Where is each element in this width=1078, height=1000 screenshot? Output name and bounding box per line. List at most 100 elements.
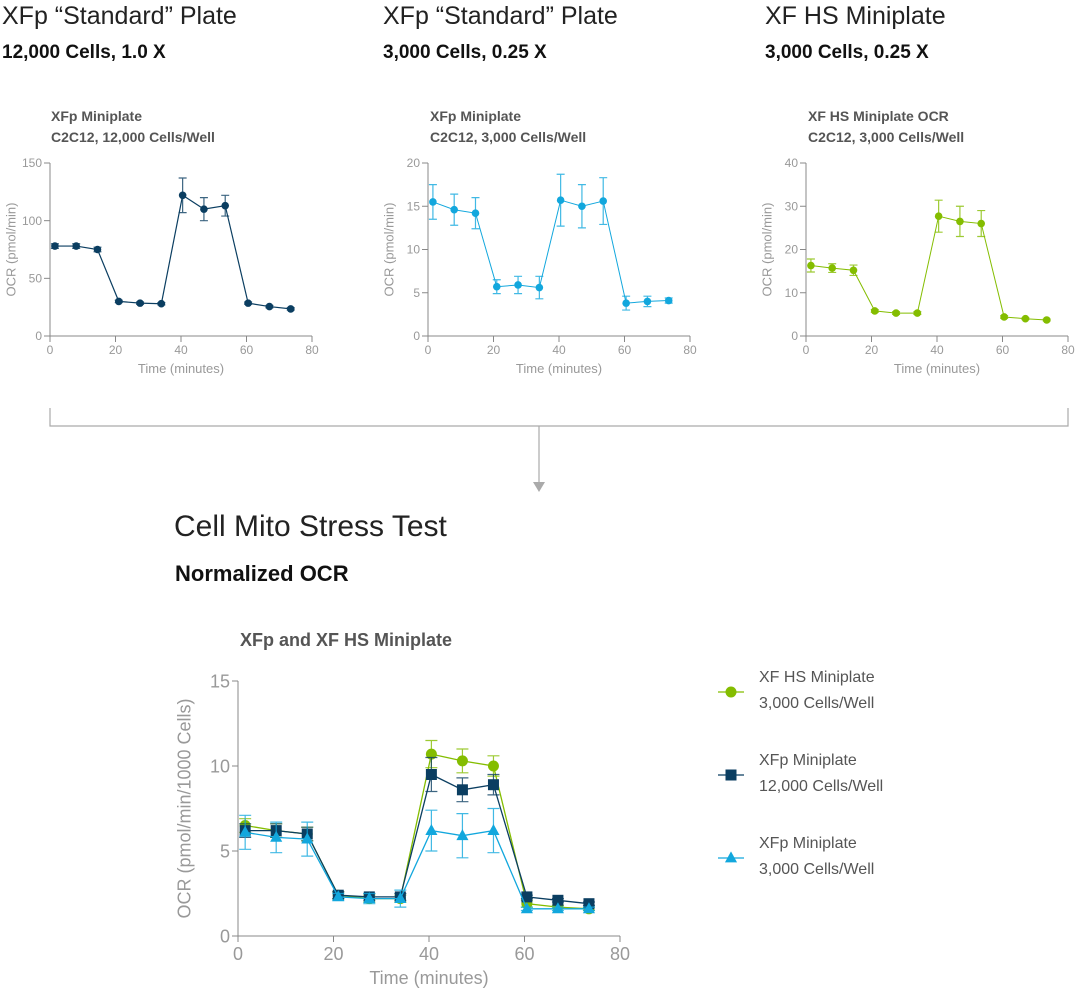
series bbox=[50, 177, 295, 313]
y-axis-label: OCR (pmol/min) bbox=[760, 203, 775, 297]
y-tick-label: 30 bbox=[785, 199, 799, 213]
series-line bbox=[54, 194, 291, 310]
data-point-triangle bbox=[582, 902, 596, 914]
data-point-square bbox=[425, 769, 437, 780]
y-tick-label: 0 bbox=[35, 329, 42, 343]
data-point bbox=[599, 197, 608, 205]
y-tick-label: 150 bbox=[22, 156, 42, 170]
x-tick-label: 60 bbox=[514, 944, 534, 964]
x-tick-label: 80 bbox=[610, 944, 630, 964]
data-point bbox=[913, 309, 922, 317]
data-point bbox=[429, 198, 437, 206]
y-tick-label: 5 bbox=[413, 286, 420, 300]
x-tick-label: 0 bbox=[425, 343, 432, 357]
data-point bbox=[425, 748, 437, 760]
data-point-square bbox=[456, 784, 468, 796]
data-point-triangle bbox=[456, 829, 469, 841]
series-line bbox=[432, 199, 669, 304]
x-tick-label: 80 bbox=[1061, 343, 1075, 357]
y-tick-label: 5 bbox=[220, 841, 230, 861]
legend-label: XFp Miniplate 12,000 Cells/Well bbox=[759, 748, 883, 800]
data-point bbox=[93, 245, 102, 254]
data-point-triangle bbox=[425, 824, 438, 835]
y-tick-label: 40 bbox=[785, 156, 799, 170]
data-point bbox=[849, 266, 858, 275]
data-point bbox=[51, 242, 59, 250]
x-tick-label: 20 bbox=[109, 343, 123, 357]
data-point bbox=[136, 299, 144, 307]
data-point bbox=[286, 305, 295, 313]
data-point bbox=[643, 297, 652, 306]
chart-title-line: C2C12, 12,000 Cells/Well bbox=[51, 129, 215, 145]
y-tick-label: 100 bbox=[22, 214, 42, 228]
data-point-triangle bbox=[239, 825, 252, 837]
data-point bbox=[1042, 316, 1051, 324]
data-point bbox=[622, 299, 630, 307]
series bbox=[239, 807, 744, 914]
y-tick-label: 50 bbox=[29, 272, 43, 286]
data-point-square bbox=[552, 894, 564, 906]
series bbox=[239, 686, 744, 915]
data-point bbox=[456, 755, 468, 767]
data-point-square bbox=[725, 769, 737, 781]
axis-lines bbox=[427, 163, 690, 337]
data-point bbox=[157, 299, 166, 308]
data-point bbox=[178, 191, 187, 200]
panel-heading: XFp “Standard” Plate bbox=[383, 2, 618, 30]
y-tick-label: 20 bbox=[407, 156, 421, 170]
legend-label: XFp Miniplate 3,000 Cells/Well bbox=[759, 831, 874, 883]
axis-lines bbox=[805, 163, 1068, 337]
data-point-triangle bbox=[332, 890, 345, 902]
data-point bbox=[72, 242, 80, 250]
data-point bbox=[892, 309, 900, 317]
panel-subheading: 3,000 Cells, 0.25 X bbox=[765, 42, 929, 63]
data-point bbox=[487, 760, 499, 772]
summary-title: Cell Mito Stress Test bbox=[174, 510, 447, 543]
chart-title-line: C2C12, 3,000 Cells/Well bbox=[808, 129, 965, 145]
data-point bbox=[934, 212, 943, 220]
legend-line: XFp Miniplate bbox=[759, 835, 857, 852]
x-tick-label: 40 bbox=[930, 343, 944, 357]
panel-subheading: 3,000 Cells, 0.25 X bbox=[383, 42, 547, 63]
data-point bbox=[200, 205, 208, 213]
data-point bbox=[578, 202, 586, 211]
y-tick-label: 20 bbox=[785, 243, 799, 257]
data-point-triangle bbox=[551, 902, 564, 914]
y-axis-label: OCR (pmol/min) bbox=[4, 203, 19, 297]
y-tick-label: 0 bbox=[413, 329, 420, 343]
data-point-triangle bbox=[301, 832, 314, 844]
x-axis-label: Time (minutes) bbox=[369, 968, 488, 988]
y-tick-label: 15 bbox=[210, 671, 230, 691]
data-point bbox=[1000, 313, 1008, 321]
data-point bbox=[664, 296, 673, 305]
data-point bbox=[556, 196, 565, 204]
series-line bbox=[245, 829, 589, 910]
legend-label: XF HS Miniplate 3,000 Cells/Well bbox=[759, 665, 875, 717]
chart-title-line: C2C12, 3,000 Cells/Well bbox=[430, 129, 587, 145]
chart-title-line: XFp Miniplate bbox=[430, 108, 521, 124]
series-line bbox=[810, 215, 1047, 321]
data-point-square bbox=[487, 779, 499, 791]
data-point bbox=[870, 307, 879, 315]
legend-line: 12,000 Cells/Well bbox=[759, 778, 884, 795]
x-tick-label: 20 bbox=[865, 343, 879, 357]
chart-title: XFp Miniplate C2C12, 12,000 Cells/Well bbox=[51, 106, 215, 148]
x-tick-label: 20 bbox=[487, 343, 501, 357]
chart-0: 0 20 40 60 80 0 50 100 150 Time (minutes) OCR (pmo… bbox=[4, 156, 319, 376]
data-point bbox=[1021, 314, 1030, 323]
chart-title: XFp Miniplate C2C12, 3,000 Cells/Well bbox=[430, 106, 586, 148]
panel-heading: XFp “Standard” Plate bbox=[2, 2, 237, 30]
axis-lines bbox=[49, 163, 312, 337]
summary-subtitle: Normalized OCR bbox=[175, 561, 349, 586]
data-point bbox=[828, 264, 836, 272]
x-tick-label: 80 bbox=[683, 343, 697, 357]
series bbox=[806, 199, 1051, 324]
x-tick-label: 0 bbox=[803, 343, 810, 357]
x-axis-label: Time (minutes) bbox=[516, 361, 602, 376]
chart-1: 0 20 40 60 80 0 5 10 15 20 Time (minutes) OCR (pmol… bbox=[382, 156, 697, 376]
data-point-triangle bbox=[487, 824, 500, 835]
data-point-square bbox=[521, 891, 533, 903]
legend-line: 3,000 Cells/Well bbox=[759, 861, 875, 878]
data-point bbox=[221, 201, 230, 210]
data-point bbox=[535, 283, 544, 292]
